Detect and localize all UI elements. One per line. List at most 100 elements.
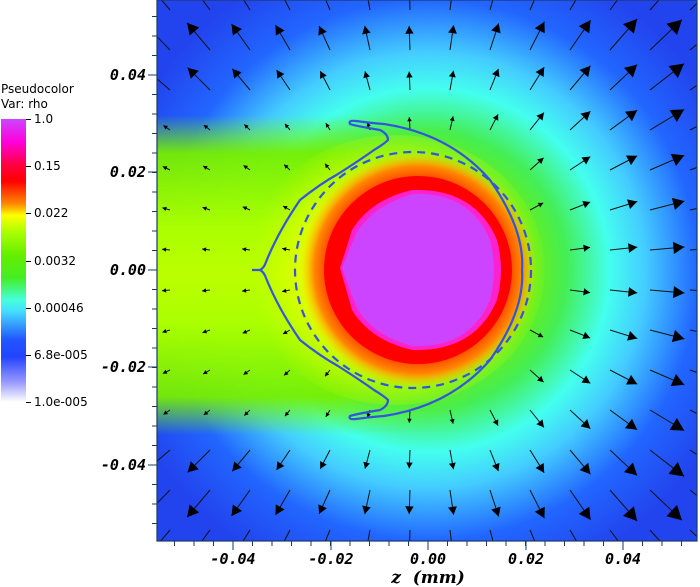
arrow-glyph — [282, 288, 287, 293]
arrow-glyph — [283, 330, 288, 334]
arrow-glyph — [320, 71, 327, 79]
core-region — [342, 193, 494, 347]
arrow-glyph — [202, 288, 207, 293]
arrow-glyph — [491, 23, 501, 34]
colorbar-legend: Pseudocolor Var: rho 1.0 0.15 0.022 0.0032 0… — [0, 82, 150, 422]
arrow-glyph — [581, 375, 591, 384]
arrow-glyph — [582, 201, 591, 209]
arrow-glyph — [243, 370, 249, 375]
arrow-glyph — [242, 288, 247, 293]
arrow-glyph — [274, 548, 285, 560]
arrow-glyph — [318, 25, 327, 36]
arrow-glyph — [623, 462, 638, 476]
arrow-glyph — [535, 463, 545, 473]
arrow-glyph — [231, 23, 243, 36]
arrow-glyph — [406, 462, 413, 469]
arrow-glyph — [534, 21, 545, 34]
arrow-glyph — [448, 506, 457, 515]
arrow-glyph — [537, 375, 544, 383]
legend-label: 0.022 — [34, 206, 69, 221]
arrow-glyph — [162, 288, 167, 293]
x-tick-label: -0.02 — [308, 550, 353, 568]
legend-label: 0.15 — [34, 159, 61, 174]
arrow-glyph — [284, 164, 289, 169]
legend-tick — [26, 260, 31, 262]
arrow-glyph — [537, 157, 544, 165]
arrow-glyph — [187, 67, 199, 79]
velocity-vectors — [142, 0, 697, 565]
legend-label: 1.0e-005 — [34, 395, 88, 409]
arrow-glyph — [405, 506, 414, 515]
colorbar-gradient — [1, 119, 26, 402]
arrow-glyph — [318, 504, 327, 515]
arrow-glyph — [276, 69, 285, 79]
arrow-glyph — [162, 206, 167, 211]
arrow-glyph — [202, 206, 207, 211]
arrow-glyph — [669, 109, 685, 122]
arrow-glyph — [203, 125, 209, 130]
arrow-glyph — [325, 412, 330, 417]
arrow-glyph — [232, 461, 242, 472]
arrow-glyph — [284, 371, 289, 376]
x-axis-title: z (mm) — [390, 568, 465, 587]
arrow-glyph — [669, 418, 685, 431]
arrow-glyph — [447, 550, 458, 560]
arrow-glyph — [582, 331, 591, 339]
legend-tick — [26, 354, 31, 356]
y-tick-label: 0.00 — [110, 261, 146, 279]
arrow-glyph — [536, 112, 544, 121]
arrow-glyph — [490, 550, 501, 562]
arrow-glyph — [627, 330, 638, 341]
arrow-glyph — [362, 25, 371, 35]
arrow-glyph — [282, 247, 287, 252]
arrow-glyph — [203, 165, 208, 170]
legend-tick — [26, 402, 31, 403]
legend-title: Pseudocolor — [1, 82, 74, 96]
arrow-glyph — [405, 25, 414, 34]
arrow-glyph — [622, 506, 638, 522]
arrow-glyph — [581, 156, 591, 165]
solid-contour — [252, 119, 524, 421]
arrow-glyph — [448, 462, 456, 470]
arrow-glyph — [162, 329, 167, 334]
arrow-glyph — [187, 461, 199, 473]
arrow-glyph — [325, 371, 330, 377]
arrow-glyph — [578, 20, 591, 34]
x-tick-label: -0.04 — [210, 550, 255, 568]
arrow-glyph — [276, 461, 285, 471]
arrow-glyph — [162, 247, 167, 252]
arrow-glyph — [162, 166, 168, 171]
arrow-glyph — [580, 419, 591, 429]
legend-tick — [26, 119, 31, 120]
arrow-glyph — [492, 419, 499, 426]
arrow-glyph — [578, 506, 591, 520]
arrow-glyph — [628, 287, 638, 297]
arrow-glyph — [666, 19, 682, 36]
arrow-glyph — [163, 125, 168, 130]
arrow-glyph — [325, 163, 330, 169]
arrow-glyph — [242, 206, 248, 211]
arrow-glyph — [578, 550, 591, 565]
arrow-glyph — [448, 70, 456, 78]
arrow-glyph — [534, 506, 545, 519]
arrow-glyph — [671, 197, 685, 211]
arrow-glyph — [325, 123, 330, 128]
legend-label: 1.0 — [34, 112, 54, 126]
arrow-glyph — [142, 22, 156, 36]
arrow-glyph — [244, 124, 249, 129]
arrow-glyph — [623, 64, 638, 78]
arrow-glyph — [625, 110, 638, 122]
arrow-glyph — [671, 329, 685, 343]
arrow-glyph — [537, 332, 544, 338]
x-tick-label: 0.00 — [410, 550, 446, 568]
arrow-glyph — [244, 411, 249, 416]
legend-label: 6.8e-005 — [34, 347, 88, 362]
arrow-glyph — [243, 165, 249, 170]
arrow-glyph — [203, 370, 208, 375]
arrow-glyph — [668, 461, 685, 477]
arrow-glyph — [492, 68, 500, 78]
arrow-glyph — [448, 25, 457, 34]
arrow-glyph — [203, 410, 209, 415]
arrow-glyph — [449, 418, 455, 424]
arrow-glyph — [536, 419, 544, 428]
